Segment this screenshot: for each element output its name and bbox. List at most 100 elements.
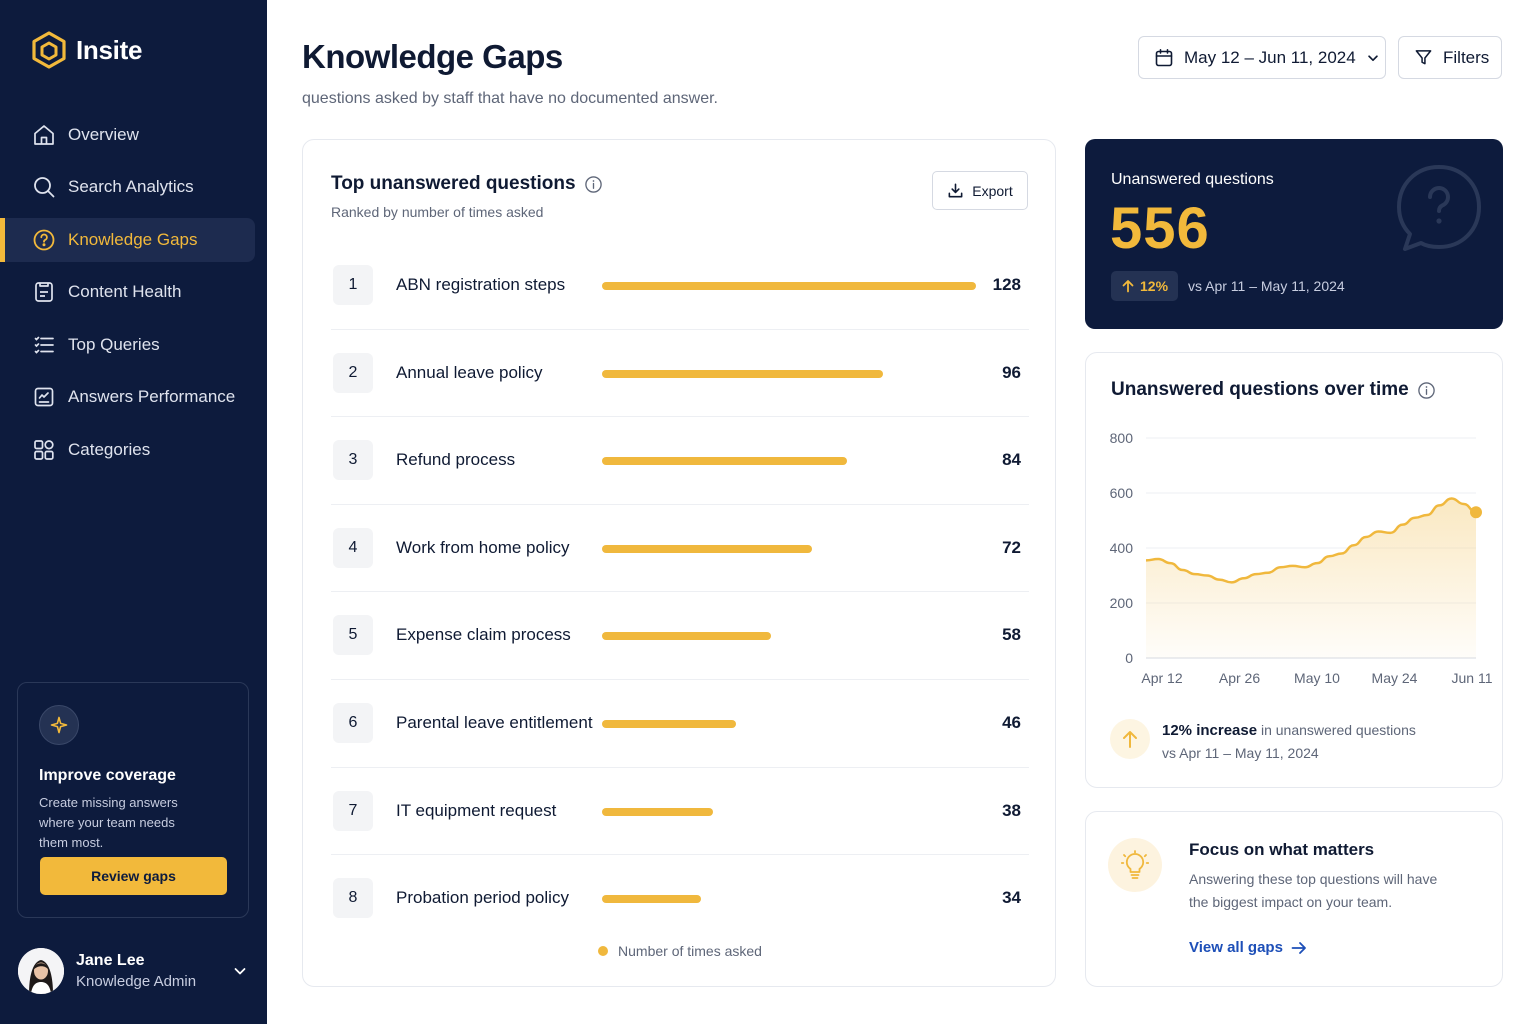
brand[interactable]: Insite bbox=[30, 30, 142, 70]
x-tick-label: May 10 bbox=[1294, 670, 1340, 686]
promo-text: Create missing answers where your team n… bbox=[39, 795, 178, 850]
question-row[interactable]: 1 ABN registration steps 128 bbox=[331, 242, 1029, 330]
filters-label: Filters bbox=[1443, 47, 1490, 67]
export-button[interactable]: Export bbox=[932, 171, 1028, 210]
info-icon[interactable] bbox=[584, 175, 603, 194]
sidebar-item-label: Knowledge Gaps bbox=[68, 229, 198, 249]
question-row[interactable]: 8 Probation period policy 34 bbox=[331, 855, 1029, 943]
legend-label: Number of times asked bbox=[618, 943, 762, 959]
rank-badge: 5 bbox=[333, 615, 373, 656]
question-count: 128 bbox=[992, 275, 1021, 294]
promo-title: Improve coverage bbox=[39, 767, 176, 784]
sidebar-item-knowledge-gaps[interactable]: Knowledge Gaps bbox=[0, 217, 255, 262]
bar-track bbox=[602, 895, 976, 904]
bar-track bbox=[602, 807, 976, 816]
export-label: Export bbox=[972, 182, 1013, 199]
download-icon bbox=[948, 183, 963, 198]
question-row[interactable]: 7 IT equipment request 38 bbox=[331, 768, 1029, 856]
chart-legend: Number of times asked bbox=[303, 943, 1057, 959]
focus-card: Focus on what matters Answering these to… bbox=[1085, 811, 1503, 987]
sidebar-item-overview[interactable]: Overview bbox=[0, 113, 255, 157]
user-name: Jane Lee bbox=[76, 952, 145, 969]
question-count: 46 bbox=[1002, 712, 1021, 732]
list-icon bbox=[34, 336, 54, 354]
question-count: 72 bbox=[1002, 537, 1021, 557]
focus-text: Answering these top questions will have … bbox=[1189, 871, 1438, 910]
user-role: Knowledge Admin bbox=[76, 973, 197, 990]
bar bbox=[602, 282, 976, 290]
question-row[interactable]: 4 Work from home policy 72 bbox=[331, 505, 1029, 593]
user-menu[interactable]: Jane Lee Knowledge Admin bbox=[18, 946, 248, 996]
question-row[interactable]: 5 Expense claim process 58 bbox=[331, 592, 1029, 680]
y-tick-label: 800 bbox=[1110, 430, 1134, 446]
rank-badge: 7 bbox=[333, 790, 373, 831]
y-tick-label: 0 bbox=[1125, 650, 1133, 666]
brand-name: Insite bbox=[76, 34, 143, 65]
view-all-gaps-link[interactable]: View all gaps bbox=[1189, 939, 1307, 956]
arrow-right-icon bbox=[1291, 941, 1306, 954]
sidebar-item-top-queries[interactable]: Top Queries bbox=[0, 323, 255, 367]
sidebar: Insite Overview Search Analytics Knowled… bbox=[0, 0, 267, 1024]
bar bbox=[602, 807, 714, 816]
sidebar-item-label: Content Health bbox=[68, 282, 182, 301]
x-tick-label: Apr 26 bbox=[1219, 670, 1260, 686]
page-subtitle: questions asked by staff that have no do… bbox=[302, 90, 718, 107]
question-row[interactable]: 6 Parental leave entitlement 46 bbox=[331, 680, 1029, 768]
page-title: Knowledge Gaps bbox=[302, 38, 563, 75]
question-label: IT equipment request bbox=[396, 800, 557, 820]
rank-badge: 6 bbox=[333, 702, 373, 743]
sidebar-item-label: Overview bbox=[68, 124, 139, 144]
info-icon[interactable] bbox=[1417, 381, 1436, 400]
question-row[interactable]: 2 Annual leave policy 96 bbox=[331, 330, 1029, 418]
chart-title: Unanswered questions over time bbox=[1111, 379, 1436, 401]
rank-badge: 3 bbox=[333, 440, 373, 481]
trend-chart-card: Unanswered questions over time 0 200 400 60… bbox=[1085, 352, 1503, 788]
lightbulb-icon bbox=[1108, 838, 1162, 892]
x-tick-label: Apr 12 bbox=[1141, 670, 1182, 686]
question-label: Annual leave policy bbox=[396, 362, 543, 382]
calendar-icon bbox=[1155, 48, 1173, 66]
review-gaps-button[interactable]: Review gaps bbox=[40, 857, 227, 895]
card-title-text: Top unanswered questions bbox=[331, 173, 576, 194]
legend-swatch bbox=[598, 946, 609, 956]
sidebar-item-content-health[interactable]: Content Health bbox=[0, 270, 255, 314]
note-compare: vs Apr 11 – May 11, 2024 bbox=[1162, 745, 1319, 761]
y-tick-label: 600 bbox=[1110, 485, 1134, 501]
question-label: ABN registration steps bbox=[396, 275, 566, 294]
bar bbox=[602, 544, 813, 553]
hexagon-logo-icon bbox=[32, 31, 66, 69]
bar bbox=[602, 632, 772, 641]
rank-badge: 4 bbox=[333, 527, 373, 568]
question-count: 84 bbox=[1002, 450, 1021, 470]
promo-card: Improve coverage Create missing answers … bbox=[17, 682, 249, 918]
question-count: 96 bbox=[1002, 362, 1021, 382]
question-circle-icon bbox=[33, 229, 55, 250]
view-all-gaps-label: View all gaps bbox=[1189, 939, 1283, 956]
filters-button[interactable]: Filters bbox=[1398, 36, 1502, 79]
trend-chart: 0 200 400 600 800 Apr 12 Apr 26 May 10 May 24 Jun… bbox=[1110, 430, 1493, 686]
chevron-down-icon bbox=[1367, 54, 1378, 61]
kpi-compare: vs Apr 11 – May 11, 2024 bbox=[1188, 278, 1345, 294]
rank-badge: 1 bbox=[333, 265, 373, 305]
arrow-up-icon bbox=[1110, 719, 1150, 759]
kpi-delta-badge: 12% bbox=[1111, 271, 1179, 301]
kpi-value: 556 bbox=[1110, 196, 1210, 261]
question-row[interactable]: 3 Refund process 84 bbox=[331, 417, 1029, 505]
sidebar-item-answers-performance[interactable]: Answers Performance bbox=[0, 375, 255, 419]
sidebar-item-categories[interactable]: Categories bbox=[0, 428, 255, 472]
date-range-picker[interactable]: May 12 – Jun 11, 2024 bbox=[1138, 36, 1386, 79]
card-title: Top unanswered questions bbox=[331, 173, 603, 195]
question-count: 34 bbox=[1002, 888, 1021, 908]
bar bbox=[602, 369, 883, 378]
sidebar-nav: Overview Search Analytics Knowledge Gaps… bbox=[0, 104, 267, 480]
x-tick-label: Jun 11 bbox=[1452, 670, 1493, 686]
search-icon bbox=[34, 177, 55, 198]
sidebar-item-label: Answers Performance bbox=[68, 387, 236, 406]
question-label: Refund process bbox=[396, 450, 516, 470]
chart-title-text: Unanswered questions over time bbox=[1111, 379, 1409, 400]
sidebar-item-search-analytics[interactable]: Search Analytics bbox=[0, 165, 255, 209]
bar-track bbox=[602, 719, 976, 728]
avatar bbox=[18, 948, 64, 994]
sidebar-item-label: Top Queries bbox=[68, 334, 160, 354]
document-icon bbox=[35, 282, 53, 302]
